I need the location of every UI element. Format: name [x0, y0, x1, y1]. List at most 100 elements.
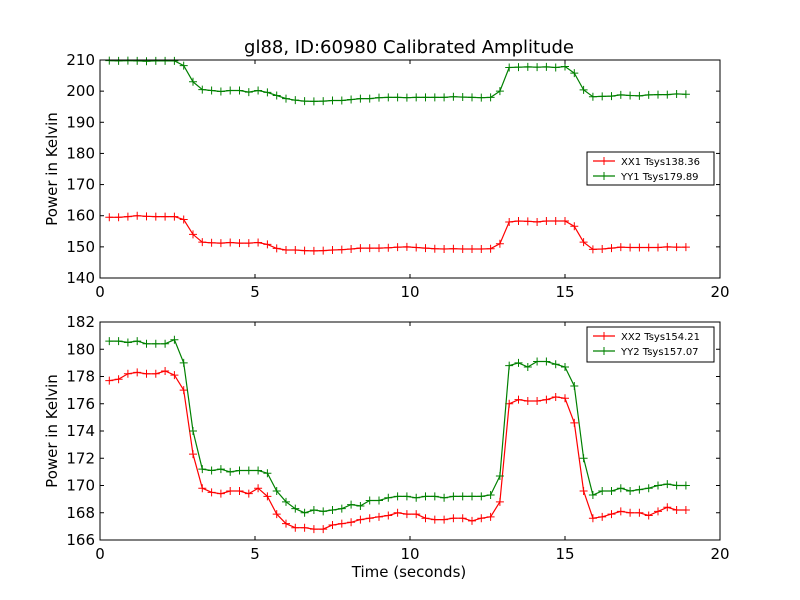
data-point	[161, 367, 170, 376]
data-point	[375, 496, 383, 505]
legend: XX1 Tsys138.36 YY1 Tsys179.89	[586, 151, 715, 186]
data-point	[300, 246, 309, 255]
data-point	[291, 504, 300, 513]
data-point	[523, 362, 532, 371]
data-point	[300, 508, 309, 517]
data-point	[328, 506, 337, 515]
data-point	[151, 56, 160, 65]
data-point	[542, 217, 551, 226]
data-point	[254, 484, 263, 493]
data-point	[486, 512, 495, 521]
data-point	[616, 484, 625, 493]
data-point	[598, 245, 607, 254]
data-point	[319, 525, 328, 534]
data-point	[505, 63, 514, 72]
data-point	[644, 243, 653, 252]
data-point	[393, 243, 402, 252]
data-point	[477, 492, 486, 501]
data-point	[198, 238, 207, 247]
data-point	[607, 486, 616, 495]
data-point	[468, 516, 476, 525]
data-point	[207, 238, 216, 247]
data-point	[272, 510, 281, 519]
data-point	[579, 85, 588, 94]
data-point	[449, 492, 458, 501]
data-point	[626, 243, 635, 252]
data-point	[151, 212, 160, 221]
data-point	[142, 212, 151, 221]
data-point	[468, 492, 476, 501]
data-point	[533, 63, 542, 72]
data-point	[365, 496, 374, 505]
data-point	[430, 93, 439, 102]
data-point	[440, 493, 449, 502]
data-point	[300, 97, 309, 106]
y-axis-label: Power in Kelvin	[43, 374, 61, 488]
data-point	[551, 392, 560, 401]
data-point	[272, 486, 281, 495]
x-tick-label: 5	[250, 283, 260, 301]
data-point	[486, 93, 495, 102]
data-point	[393, 492, 402, 501]
data-point	[588, 491, 597, 500]
y-tick-label: 176	[66, 395, 95, 413]
data-point	[514, 358, 523, 367]
data-point	[189, 230, 197, 239]
data-point	[616, 243, 625, 252]
data-point	[495, 497, 504, 506]
data-point	[477, 245, 486, 254]
data-point	[235, 86, 244, 95]
data-point	[123, 338, 132, 347]
data-point	[635, 243, 644, 252]
y-tick-label: 150	[66, 238, 95, 256]
data-point	[449, 92, 458, 101]
data-point	[402, 492, 411, 501]
data-point	[440, 515, 449, 524]
data-point	[337, 519, 346, 528]
x-tick-label: 20	[710, 283, 729, 301]
data-point	[635, 485, 644, 494]
data-point	[179, 386, 188, 395]
data-point	[393, 508, 402, 517]
data-point	[114, 375, 123, 384]
data-point	[607, 244, 616, 253]
data-point	[477, 93, 486, 102]
data-point	[347, 95, 356, 104]
data-point	[430, 244, 439, 253]
x-axis-label: Time (seconds)	[351, 563, 467, 581]
data-point	[458, 245, 467, 254]
data-point	[440, 93, 449, 102]
data-point	[189, 450, 197, 459]
data-point	[207, 86, 216, 95]
data-point	[282, 497, 290, 506]
data-point	[309, 506, 318, 515]
x-tick-label: 20	[710, 545, 729, 563]
data-point	[356, 94, 365, 103]
data-point	[179, 215, 188, 224]
data-point	[570, 418, 579, 427]
data-point	[263, 492, 272, 501]
legend-label: YY1 Tsys179.89	[620, 172, 699, 183]
data-point	[170, 371, 179, 380]
data-point	[142, 369, 151, 378]
data-point	[263, 88, 272, 97]
data-point	[505, 361, 514, 370]
data-point	[263, 240, 272, 249]
y-tick-label: 210	[66, 51, 95, 69]
data-point	[179, 358, 188, 367]
data-point	[189, 77, 197, 86]
data-point	[114, 213, 123, 222]
data-point	[588, 92, 597, 101]
data-point	[468, 245, 476, 254]
data-point	[626, 91, 635, 100]
data-point	[561, 217, 569, 226]
data-point	[486, 244, 495, 253]
figure-title: gl88, ID:60980 Calibrated Amplitude	[244, 37, 574, 58]
data-point	[133, 337, 142, 346]
y-tick-label: 174	[66, 422, 95, 440]
data-point	[123, 56, 132, 65]
data-point	[430, 492, 439, 501]
data-point	[607, 510, 616, 519]
